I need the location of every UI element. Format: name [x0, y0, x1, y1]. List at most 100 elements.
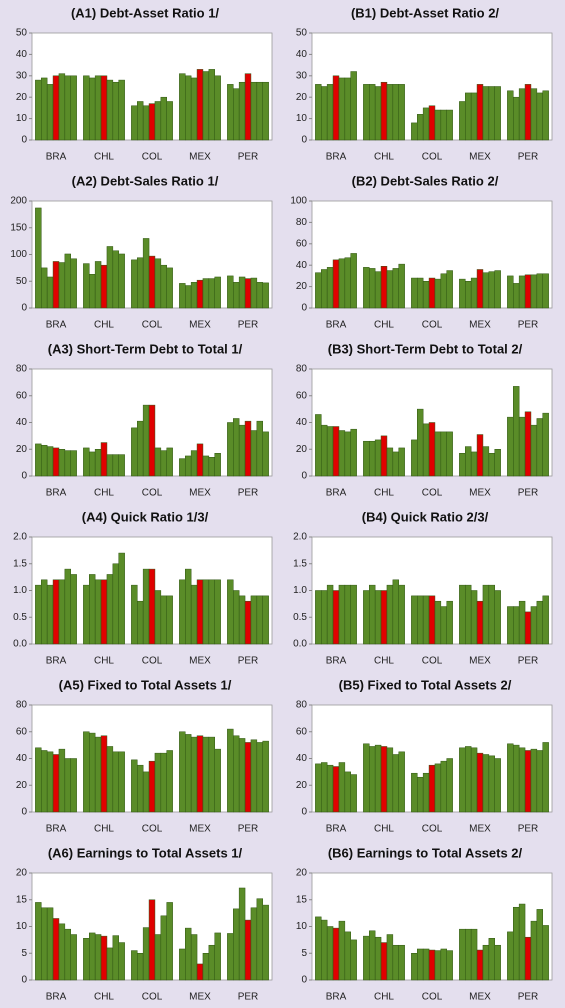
bar — [476, 84, 484, 141]
x-tick-label: PER — [518, 320, 539, 331]
bar — [154, 258, 162, 309]
bar — [476, 949, 484, 981]
bar — [321, 424, 328, 477]
bar — [315, 414, 322, 477]
bar — [513, 606, 520, 645]
bar — [190, 77, 198, 141]
x-tick-label: CHL — [374, 488, 394, 499]
bar — [513, 744, 520, 813]
bar — [202, 953, 210, 981]
bar — [422, 948, 430, 981]
bar — [70, 75, 77, 141]
bar — [440, 948, 447, 981]
x-tick-label: PER — [238, 992, 259, 1003]
bar — [89, 932, 96, 981]
bar — [380, 942, 388, 981]
bar — [244, 919, 252, 981]
bar — [214, 453, 221, 477]
bar — [326, 267, 334, 309]
bar — [160, 264, 167, 309]
bar — [244, 278, 252, 309]
x-tick-label: BRA — [326, 656, 347, 667]
bar — [137, 600, 144, 645]
bar — [398, 447, 405, 477]
y-tick-label: 50 — [16, 28, 28, 39]
bar — [154, 752, 162, 813]
y-tick-label: 80 — [296, 700, 308, 711]
bar — [142, 404, 150, 477]
bar — [434, 763, 442, 813]
bar — [64, 758, 71, 813]
x-tick-label: MEX — [469, 152, 491, 163]
bar — [411, 122, 418, 141]
bar — [35, 79, 42, 141]
bar — [100, 579, 108, 645]
y-tick-label: 0.0 — [293, 639, 307, 650]
bar — [374, 271, 382, 309]
bar — [482, 86, 490, 141]
bar — [233, 735, 240, 813]
x-tick-label: PER — [518, 152, 539, 163]
x-tick-label: PER — [238, 320, 259, 331]
x-tick-label: PER — [238, 152, 259, 163]
bar — [518, 600, 526, 645]
bar — [41, 267, 48, 309]
bar — [166, 101, 173, 141]
bar — [369, 930, 376, 981]
bar — [106, 79, 114, 141]
x-tick-label: CHL — [94, 824, 114, 835]
bar — [64, 253, 71, 309]
bar — [524, 411, 532, 477]
bar — [196, 579, 204, 645]
bar — [70, 450, 77, 477]
x-tick-label: BRA — [46, 320, 67, 331]
bar — [507, 416, 514, 477]
bar — [411, 953, 418, 981]
bar — [166, 447, 173, 477]
x-tick-label: CHL — [94, 992, 114, 1003]
bar — [58, 748, 66, 813]
bar — [250, 430, 258, 477]
bar — [238, 738, 246, 813]
bar — [530, 424, 538, 477]
bar — [494, 944, 501, 981]
bar — [166, 595, 173, 645]
bar — [118, 454, 125, 477]
bar — [422, 107, 430, 141]
bar — [106, 746, 114, 813]
bar — [46, 446, 54, 477]
bar — [494, 758, 501, 813]
y-tick-label: 40 — [296, 49, 308, 60]
bar — [446, 270, 453, 309]
bar — [112, 563, 119, 645]
bar — [476, 434, 484, 477]
bar — [386, 747, 394, 813]
bar — [52, 754, 60, 813]
bar — [179, 948, 186, 981]
bar — [227, 579, 234, 645]
bar — [332, 426, 340, 477]
x-tick-label: COL — [142, 656, 163, 667]
bar — [202, 71, 210, 141]
bar — [459, 747, 466, 813]
bar — [386, 934, 394, 981]
bar — [208, 579, 215, 645]
bar — [41, 907, 48, 981]
bar — [417, 776, 424, 813]
bar — [262, 431, 269, 477]
y-tick-label: 30 — [296, 70, 308, 81]
bar — [542, 412, 549, 477]
bar — [530, 606, 538, 645]
x-tick-label: PER — [518, 824, 539, 835]
bar — [208, 69, 215, 141]
x-tick-label: CHL — [94, 488, 114, 499]
bar — [326, 84, 334, 141]
chart-title: (B4) Quick Ratio 2/3/ — [362, 509, 489, 524]
bar — [332, 259, 340, 309]
bar — [363, 935, 370, 981]
x-tick-label: MEX — [469, 656, 491, 667]
bar — [417, 595, 424, 645]
bar — [233, 590, 240, 645]
y-tick-label: 40 — [296, 753, 308, 764]
